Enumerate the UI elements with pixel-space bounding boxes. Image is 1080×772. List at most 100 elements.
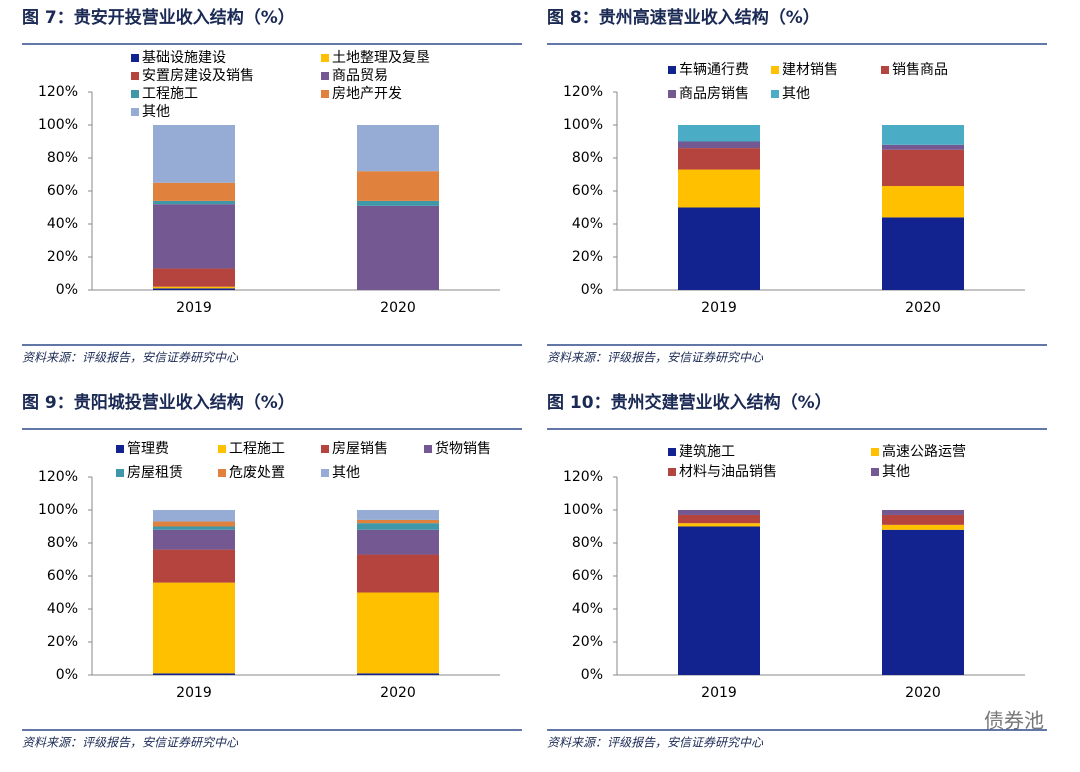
source-note: 资料来源：评级报告，安信证券研究中心 <box>547 736 764 750</box>
bar-segment <box>678 141 760 149</box>
bar-segment <box>678 148 760 170</box>
bar-segment <box>678 510 760 515</box>
y-tick-label: 40% <box>572 601 603 617</box>
legend-label: 货物销售 <box>435 440 491 457</box>
legend-swatch <box>218 469 226 477</box>
bar-segment <box>153 200 235 205</box>
bar-segment <box>678 169 760 208</box>
y-tick-label: 60% <box>47 183 78 199</box>
legend-swatch <box>116 445 124 453</box>
bar-segment <box>357 673 439 675</box>
legend-label: 房屋销售 <box>332 441 388 457</box>
bar-segment <box>357 171 439 201</box>
y-tick-label: 100% <box>38 502 78 518</box>
bar-segment <box>153 549 235 583</box>
legend-label: 管理费 <box>127 441 169 457</box>
y-tick-label: 20% <box>572 249 603 265</box>
source-note: 资料来源：评级报告，安信证券研究中心 <box>22 736 239 750</box>
bar-segment <box>357 529 439 555</box>
chart-title: 图 10：贵州交建营业收入结构（%） <box>547 392 832 413</box>
legend-label: 建筑施工 <box>679 444 735 460</box>
legend-label: 其他 <box>782 86 810 102</box>
y-tick-label: 120% <box>38 469 78 485</box>
bar-segment <box>153 673 235 675</box>
bar-segment <box>678 526 760 675</box>
y-tick-label: 80% <box>47 150 78 166</box>
y-tick-label: 20% <box>572 634 603 650</box>
bar-segment <box>153 521 235 527</box>
y-tick-label: 40% <box>47 601 78 617</box>
x-tick-label: 2019 <box>176 300 212 316</box>
bar-segment <box>882 510 964 515</box>
y-tick-label: 60% <box>572 568 603 584</box>
legend-label: 其他 <box>142 104 170 120</box>
bar-segment <box>882 524 964 530</box>
x-tick-label: 2020 <box>905 685 941 701</box>
legend-swatch <box>116 469 124 477</box>
y-tick-label: 20% <box>47 249 78 265</box>
bar-segment <box>357 523 439 530</box>
bar-segment <box>357 592 439 674</box>
bar-segment <box>153 526 235 530</box>
legend-swatch <box>321 469 329 477</box>
legend-swatch <box>871 468 879 476</box>
legend-label: 其他 <box>332 465 360 481</box>
y-tick-label: 120% <box>563 84 603 100</box>
chart-title: 图 7：贵安开投营业收入结构（%） <box>22 7 295 28</box>
bar-segment <box>882 144 964 150</box>
legend-label: 危废处置 <box>229 465 285 481</box>
legend-label: 建材销售 <box>782 62 838 78</box>
y-tick-label: 80% <box>572 150 603 166</box>
legend-swatch <box>668 448 676 456</box>
y-tick-label: 0% <box>581 282 603 298</box>
bar-segment <box>678 523 760 527</box>
y-tick-label: 0% <box>581 667 603 683</box>
bar-segment <box>882 514 964 525</box>
bar-segment <box>153 529 235 550</box>
watermark: 债券池 <box>984 709 1044 733</box>
bar-segment <box>357 510 439 520</box>
y-tick-label: 120% <box>563 469 603 485</box>
legend-swatch <box>881 66 889 74</box>
bar-segment <box>153 510 235 522</box>
legend-label: 其他 <box>882 464 910 480</box>
source-note: 资料来源：评级报告，安信证券研究中心 <box>547 351 764 365</box>
legend-label: 商品贸易 <box>332 68 388 84</box>
legend-label: 工程施工 <box>229 441 285 457</box>
bar-segment <box>153 268 235 287</box>
y-tick-label: 100% <box>38 117 78 133</box>
legend-swatch <box>131 108 139 116</box>
chart-title: 图 9：贵阳城投营业收入结构（%） <box>22 392 295 413</box>
y-tick-label: 40% <box>572 216 603 232</box>
bar-segment <box>357 205 439 290</box>
legend-label: 销售商品 <box>892 62 948 78</box>
bar-segment <box>882 217 964 290</box>
x-tick-label: 2020 <box>380 300 416 316</box>
legend-swatch <box>321 445 329 453</box>
legend-swatch <box>131 90 139 98</box>
bar-segment <box>357 200 439 206</box>
bar-segment <box>678 125 760 142</box>
x-tick-label: 2020 <box>905 300 941 316</box>
x-tick-label: 2019 <box>701 300 737 316</box>
y-tick-label: 20% <box>47 634 78 650</box>
bar-segment <box>153 182 235 201</box>
legend-label: 安置房建设及销售 <box>142 68 254 84</box>
y-tick-label: 0% <box>56 282 78 298</box>
bar-segment <box>153 204 235 269</box>
legend-label: 工程施工 <box>142 86 198 102</box>
legend-swatch <box>321 90 329 98</box>
legend-swatch <box>668 90 676 98</box>
legend-swatch <box>668 66 676 74</box>
legend-label: 商品房销售 <box>679 86 749 102</box>
legend-swatch <box>321 72 329 80</box>
legend-label: 高速公路运营 <box>882 443 966 460</box>
chart-title: 图 8：贵州高速营业收入结构（%） <box>547 7 820 28</box>
legend-swatch <box>771 90 779 98</box>
bar-segment <box>153 286 235 289</box>
y-tick-label: 60% <box>572 183 603 199</box>
source-note: 资料来源：评级报告，安信证券研究中心 <box>22 351 239 365</box>
bar-segment <box>882 529 964 675</box>
bar-segment <box>357 554 439 593</box>
